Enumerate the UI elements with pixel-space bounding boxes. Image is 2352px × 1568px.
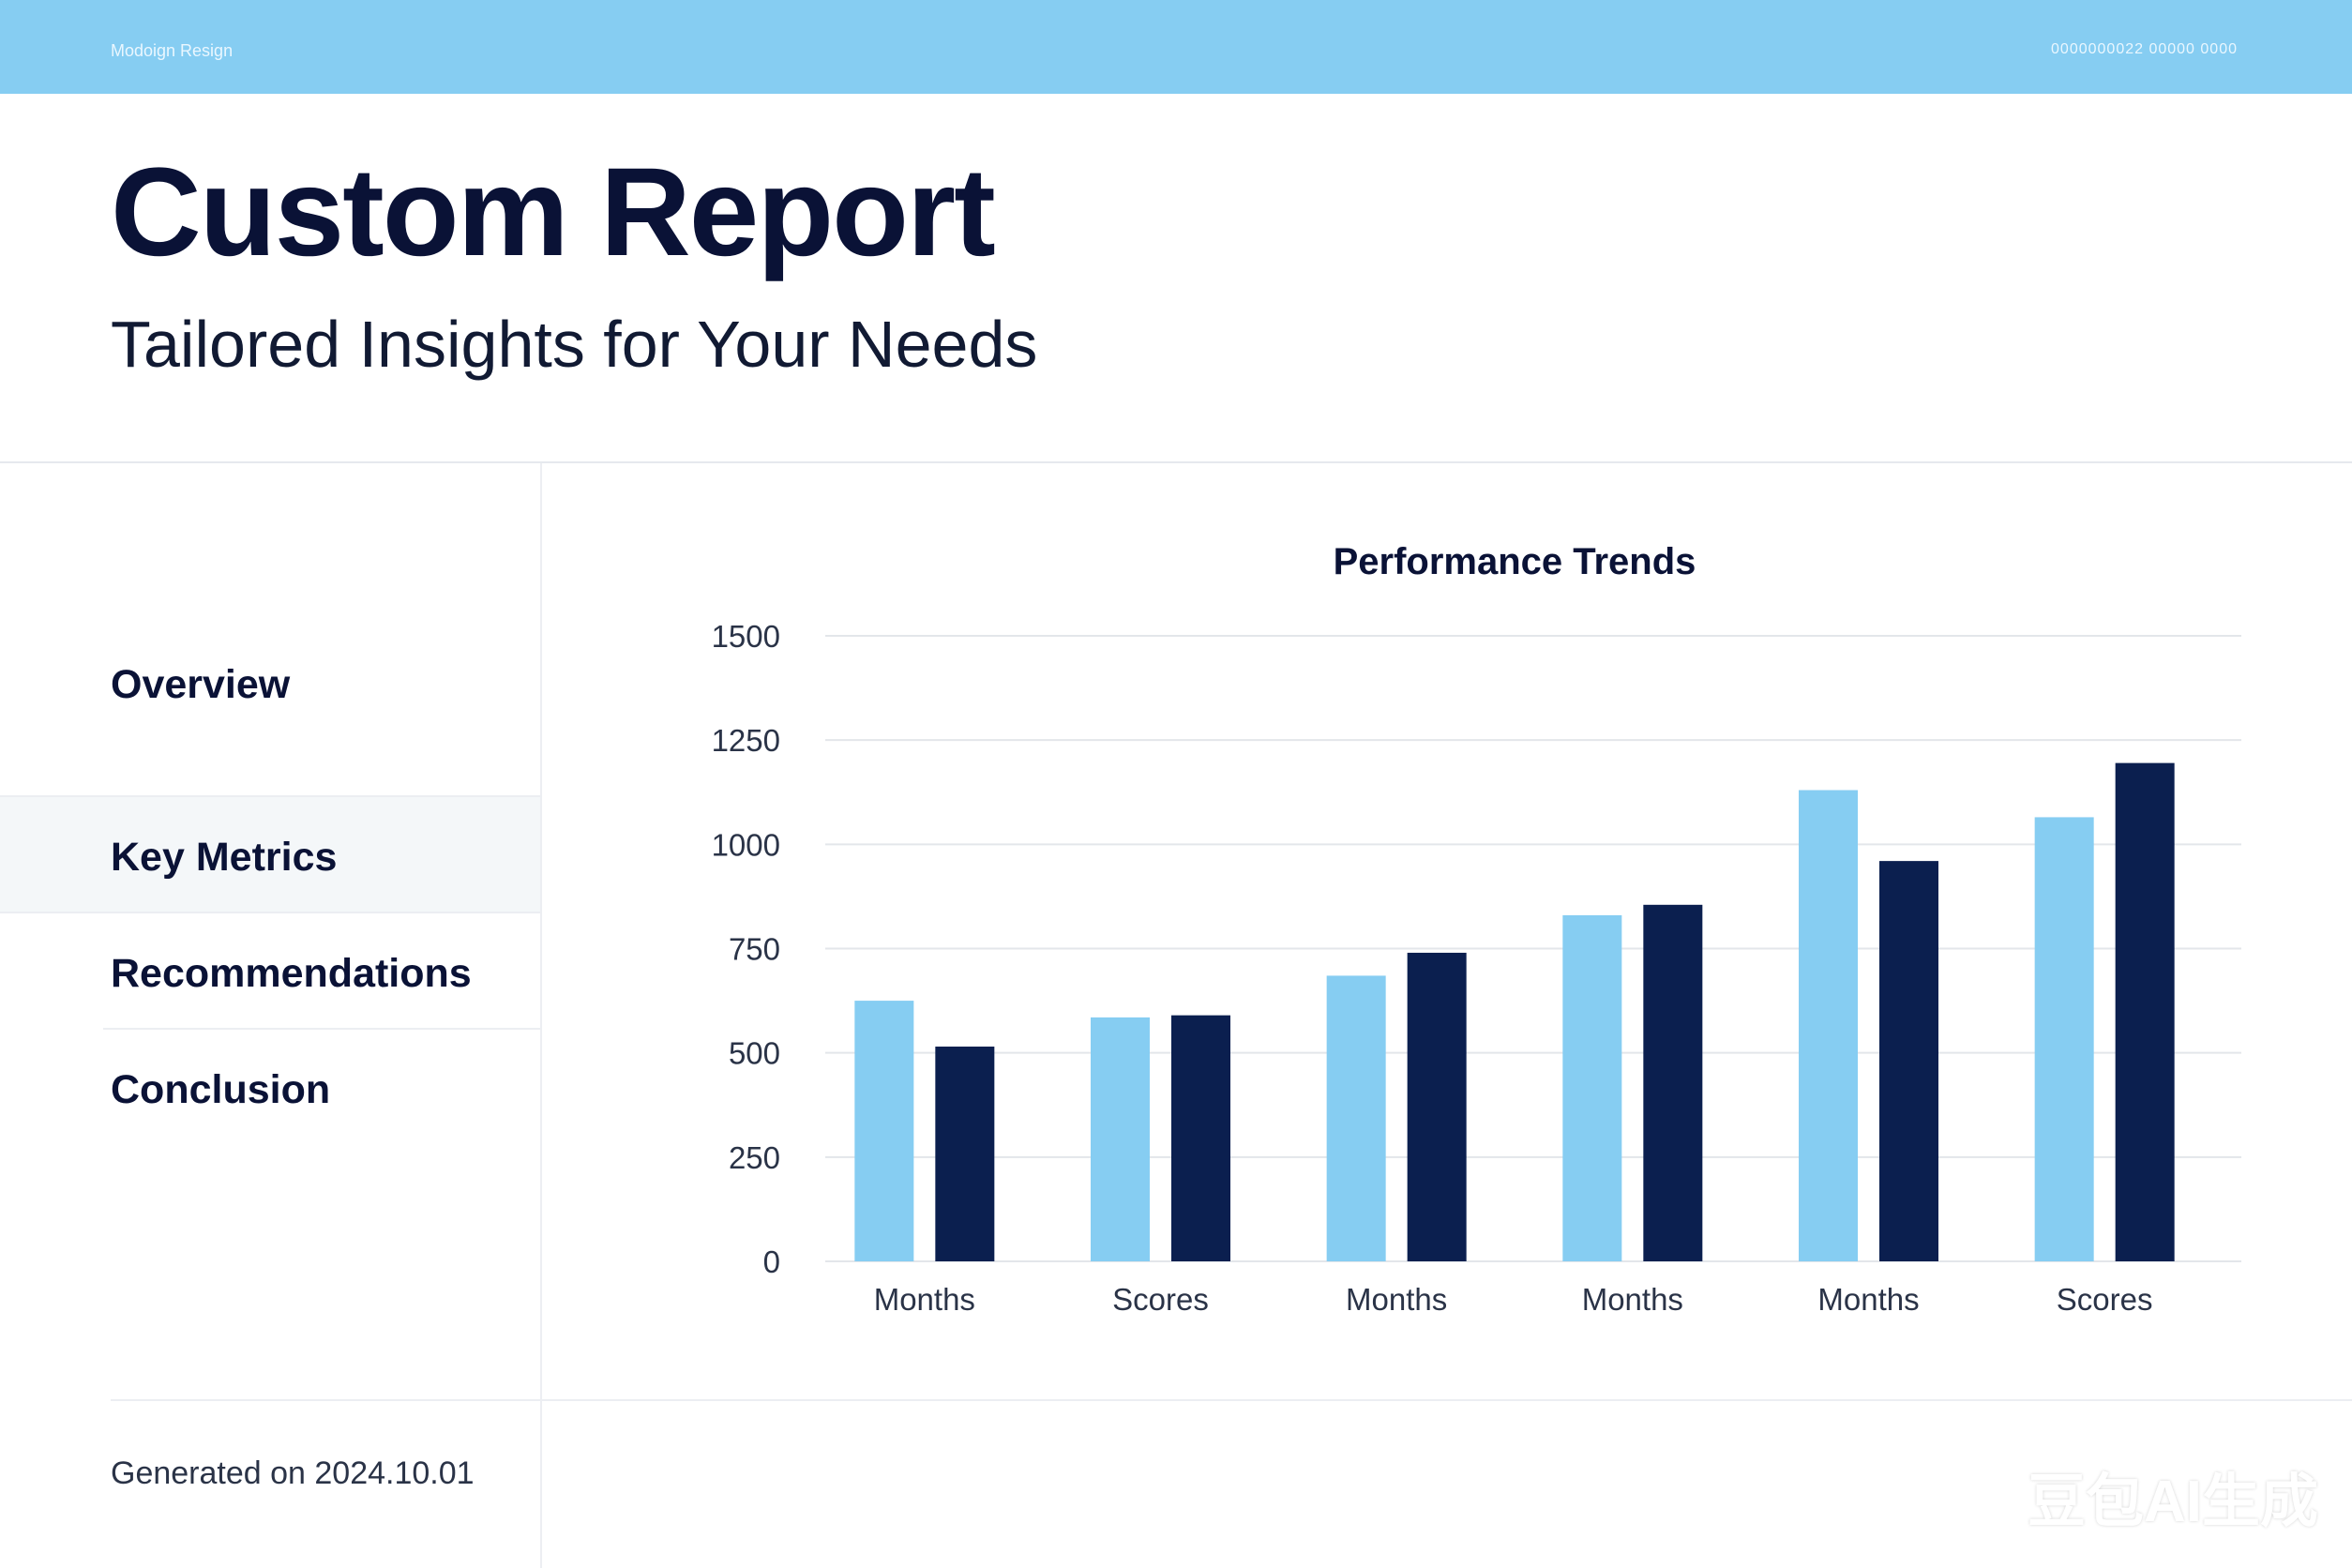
sidebar-item-label: Overview [111,662,291,707]
bar [1407,952,1467,1261]
bar [1326,975,1386,1261]
bar [1643,904,1703,1261]
sidebar-item-key-metrics[interactable]: Key Metrics [0,797,540,912]
bar [854,1001,914,1261]
y-tick-label: 750 [729,932,780,967]
sidebar-item-overview[interactable]: Overview [0,625,540,739]
generated-date: Generated on 2024.10.01 [111,1455,475,1491]
sidebar-item-conclusion[interactable]: Conclusion [0,1030,540,1144]
sidebar-item-label: Key Metrics [111,835,338,880]
x-tick-label: Months [1346,1282,1447,1317]
nav-divider [103,1028,540,1030]
x-tick-label: Months [874,1282,975,1317]
watermark-logo: 豆包AI生成 [2028,1470,2319,1534]
x-tick-label: Scores [2057,1282,2153,1317]
bar [1171,1015,1230,1261]
brand-label: Modoign Resign [111,41,234,60]
sidebar-item-recommendations[interactable]: Recommendations [0,913,540,1028]
x-tick-label: Months [1582,1282,1683,1317]
y-tick-label: 1500 [712,619,780,654]
bar [1799,790,1858,1261]
page-title: Custom Report [111,143,996,282]
sidebar-item-label: Recommendations [111,951,472,996]
nav-divider [0,795,540,797]
y-tick-label: 250 [729,1140,780,1175]
bar [1562,914,1622,1261]
bar [1091,1017,1150,1261]
chart-title: Performance Trends [1334,541,1696,582]
chart-svg: Performance Trends 0 250 500 750 1000 1250 1500… [712,541,2241,1317]
y-tick-label: 0 [763,1244,780,1279]
bar [1879,861,1938,1261]
bar [2034,817,2094,1261]
y-tick-label: 1250 [712,723,780,758]
performance-chart: Performance Trends 0 250 500 750 1000 1250 1500… [600,525,2326,1350]
x-tick-label: Scores [1112,1282,1209,1317]
header-divider [0,461,2352,463]
y-tick-label: 500 [729,1036,780,1071]
bar [935,1046,995,1261]
y-tick-label: 1000 [712,827,780,862]
x-tick-label: Months [1817,1282,1919,1317]
sidebar-divider [540,463,542,1568]
bar [2115,762,2175,1261]
header-meta: 0000000022 00000 0000 [2051,41,2238,57]
top-banner: Modoign Resign 0000000022 00000 0000 [0,0,2352,94]
page-subtitle: Tailored Insights for Your Needs [111,308,1038,381]
nav-divider [0,912,540,913]
sidebar-item-label: Conclusion [111,1067,331,1112]
footer-divider [111,1399,2352,1401]
